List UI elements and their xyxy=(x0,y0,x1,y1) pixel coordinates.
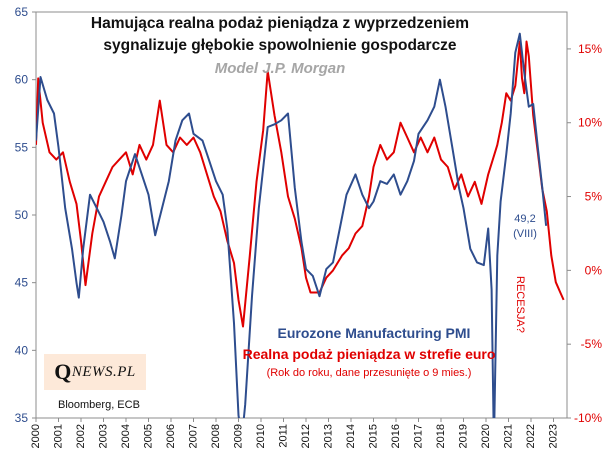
x-tick-label: 2019 xyxy=(457,424,469,448)
y-right-tick-label: 15% xyxy=(578,42,602,56)
qnews-logo: Q NEWS.PL xyxy=(44,354,146,390)
x-tick-label: 2005 xyxy=(142,424,154,448)
x-tick-label: 2002 xyxy=(75,424,87,448)
x-tick-label: 2018 xyxy=(435,424,447,448)
x-tick-label: 2000 xyxy=(30,424,42,448)
x-tick-label: 2012 xyxy=(300,424,312,448)
series-line-money xyxy=(36,40,565,328)
recession-annotation: RECESJA? xyxy=(514,276,526,333)
x-tick-label: 2006 xyxy=(165,424,177,448)
y-left-tick-label: 60 xyxy=(15,73,29,87)
x-tick-label: 2008 xyxy=(210,424,222,448)
x-tick-label: 2011 xyxy=(277,424,289,448)
y-right-tick-label: 5% xyxy=(585,190,603,204)
x-tick-label: 2001 xyxy=(52,424,64,448)
series-line-pmi xyxy=(36,32,548,418)
last-value-annotation: 49,2 (VIII) xyxy=(508,212,542,242)
x-tick-label: 2022 xyxy=(525,424,537,448)
y-right-tick-label: -10% xyxy=(574,411,602,425)
y-right-tick-label: -5% xyxy=(581,337,603,351)
legend-pmi: Eurozone Manufacturing PMI xyxy=(277,325,471,341)
logo-q: Q xyxy=(54,359,72,384)
x-tick-label: 2020 xyxy=(480,424,492,448)
y-left-tick-label: 35 xyxy=(15,411,29,425)
y-left-tick-label: 55 xyxy=(15,140,29,154)
x-tick-label: 2016 xyxy=(390,424,402,448)
legend-money: Realna podaż pieniądza w strefie euro (R… xyxy=(240,346,498,382)
source-note: Bloomberg, ECB xyxy=(58,399,140,411)
chart-title-line1: Hamująca realna podaż pieniądza z wyprze… xyxy=(90,15,470,32)
y-left-tick-label: 45 xyxy=(15,276,29,290)
x-tick-label: 2009 xyxy=(232,424,244,448)
x-tick-label: 2013 xyxy=(322,424,334,448)
y-axis-right: -10% -5% 0% 5% 10% 15% xyxy=(567,42,602,425)
x-tick-label: 2015 xyxy=(367,424,379,448)
y-left-tick-label: 40 xyxy=(15,343,29,357)
x-tick-label: 2014 xyxy=(345,424,357,448)
x-tick-label: 2021 xyxy=(502,424,514,448)
legend-money-label: Realna podaż pieniądza w strefie euro xyxy=(242,346,496,362)
logo-text: NEWS.PL xyxy=(71,363,136,380)
x-tick-label: 2010 xyxy=(255,424,267,448)
chart-title-line2: sygnalizuje głębokie spowolnienie gospod… xyxy=(103,37,457,54)
last-month: (VIII) xyxy=(513,228,537,240)
x-tick-label: 2007 xyxy=(187,424,199,448)
x-tick-label: 2004 xyxy=(120,424,132,448)
y-right-tick-label: 0% xyxy=(585,263,603,277)
x-tick-label: 2003 xyxy=(97,424,109,448)
x-tick-label: 2017 xyxy=(412,424,424,448)
chart-subtitle: Model J.P. Morgan xyxy=(214,60,346,77)
last-value: 49,2 xyxy=(514,213,536,225)
y-axis-left: 35 40 45 50 55 60 65 xyxy=(15,5,36,425)
y-left-tick-label: 65 xyxy=(15,5,29,19)
y-right-tick-label: 10% xyxy=(578,116,602,130)
x-tick-label: 2023 xyxy=(547,424,559,448)
x-axis: 2000 2001 2002 2003 2004 2005 2006 2007 2008 2009… xyxy=(30,418,559,448)
legend-money-note: (Rok do roku, dane przesunięte o 9 mies.… xyxy=(266,367,472,379)
y-left-tick-label: 50 xyxy=(15,208,29,222)
series-layer xyxy=(36,32,565,418)
